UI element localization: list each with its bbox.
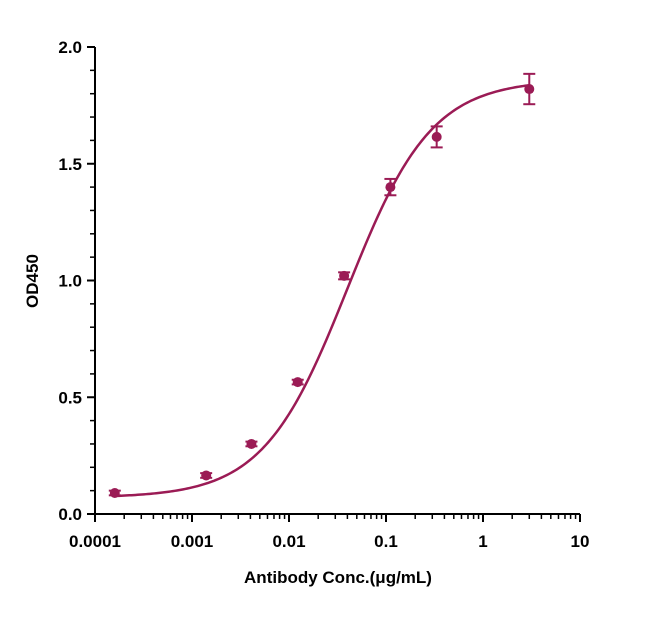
x-tick-label: 1 bbox=[478, 532, 487, 551]
x-tick-label: 10 bbox=[571, 532, 590, 551]
data-point bbox=[524, 84, 535, 95]
data-point bbox=[246, 438, 257, 449]
data-point bbox=[109, 487, 120, 498]
x-tick-label: 0.01 bbox=[272, 532, 305, 551]
data-point bbox=[339, 270, 350, 281]
data-point bbox=[201, 470, 212, 481]
x-axis-title: Antibody Conc.(μg/mL) bbox=[244, 568, 432, 587]
y-tick-label: 2.0 bbox=[58, 38, 82, 57]
y-tick-label: 1.0 bbox=[58, 272, 82, 291]
data-points bbox=[108, 72, 536, 498]
data-point bbox=[431, 131, 442, 142]
fit-curve bbox=[114, 83, 530, 498]
x-tick-label: 0.001 bbox=[171, 532, 214, 551]
x-axis-ticks: 0.0001 0.001 0.01 0.1 1 10 bbox=[69, 514, 589, 551]
data-point bbox=[385, 182, 396, 193]
y-tick-label: 0.0 bbox=[58, 505, 82, 524]
x-tick-label: 0.0001 bbox=[69, 532, 121, 551]
y-tick-label: 1.5 bbox=[58, 155, 82, 174]
axes bbox=[94, 47, 580, 515]
y-axis-title: OD450 bbox=[23, 254, 42, 308]
y-axis-ticks: 0.0 0.5 1.0 1.5 2.0 bbox=[58, 38, 95, 524]
data-point bbox=[292, 377, 303, 388]
y-tick-label: 0.5 bbox=[58, 388, 82, 407]
x-tick-label: 0.1 bbox=[374, 532, 398, 551]
